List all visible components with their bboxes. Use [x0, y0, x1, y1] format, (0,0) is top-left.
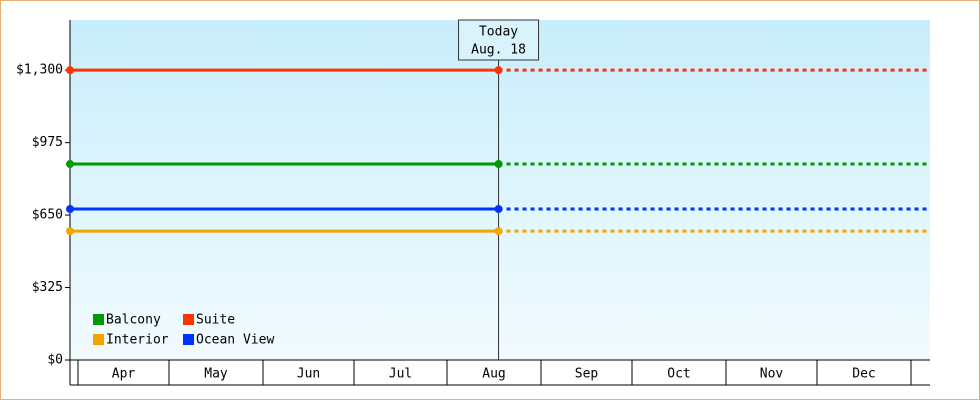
y-tick-label: $650	[32, 208, 63, 223]
y-tick-label: $0	[47, 353, 63, 368]
plot-area	[70, 20, 930, 360]
today-label: Aug. 18	[471, 43, 526, 58]
legend-label: Balcony	[106, 313, 161, 328]
x-tick-label: May	[204, 367, 228, 382]
x-tick-label: Dec	[852, 367, 875, 382]
point	[66, 205, 74, 214]
x-tick-label: Sep	[575, 367, 599, 382]
today-box	[458, 19, 540, 61]
x-tick-label: Oct	[667, 367, 690, 382]
point	[494, 160, 503, 169]
x-tick-label: Aug	[482, 367, 505, 382]
legend-swatch	[93, 334, 104, 345]
x-tick-label: Nov	[760, 367, 784, 382]
point	[494, 205, 503, 214]
y-tick-label: $975	[32, 135, 63, 150]
legend-swatch	[183, 314, 194, 325]
legend-label: Ocean View	[196, 333, 274, 348]
point	[494, 66, 503, 75]
today-label: Today	[479, 25, 518, 40]
legend-label: Interior	[106, 333, 169, 348]
legend-swatch	[183, 334, 194, 345]
point	[66, 66, 74, 75]
legend-label: Suite	[196, 313, 235, 328]
point	[66, 227, 74, 236]
y-tick-label: $1,300	[16, 63, 63, 78]
point	[66, 160, 74, 169]
legend-swatch	[93, 314, 104, 325]
y-tick-label: $325	[32, 280, 63, 295]
x-tick-label: Jun	[297, 367, 320, 382]
point	[494, 227, 503, 236]
x-tick-label: Jul	[389, 367, 412, 382]
x-tick-label: Apr	[112, 367, 136, 382]
